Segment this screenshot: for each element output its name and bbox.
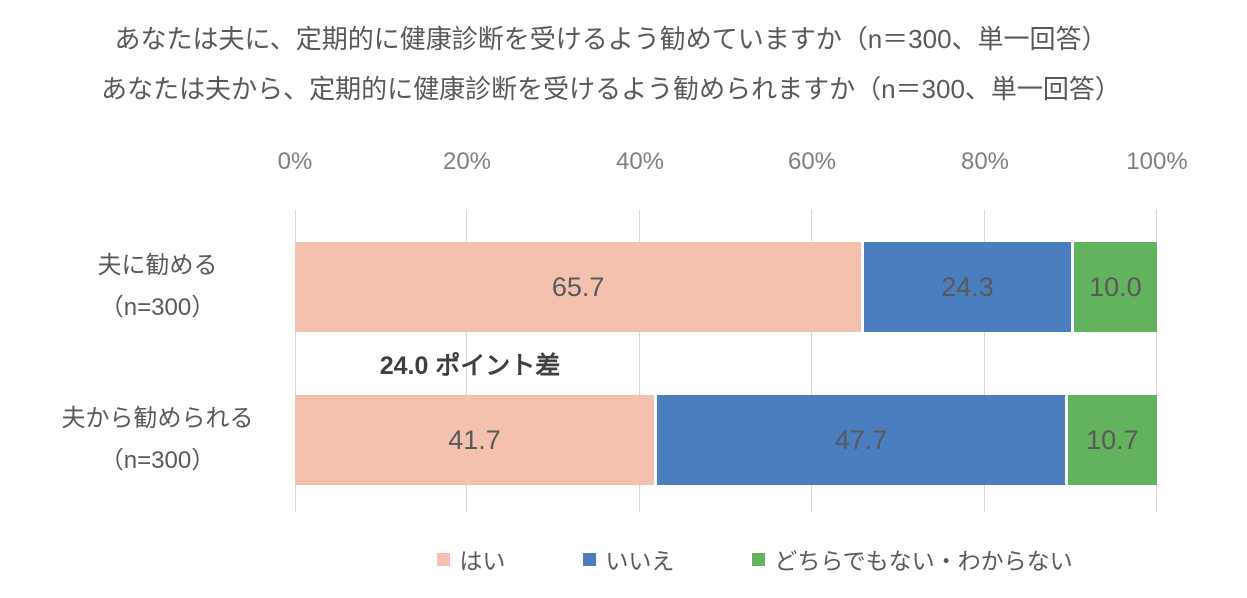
legend-label-no: いいえ [605, 548, 675, 574]
legend-item-neither: どちらでもない・わからない [752, 542, 1073, 576]
bar-value-label: 47.7 [834, 424, 888, 455]
x-axis-tick-60: 60% [787, 148, 837, 175]
chart-title-line2: あなたは夫から、定期的に健康診断を受けるよう勧められますか（n＝300、単一回答… [101, 74, 1121, 104]
gridline [983, 210, 985, 512]
x-axis-tick-20: 20% [442, 148, 492, 175]
bar-value-label: 65.7 [551, 271, 605, 302]
plot-area: 65.7 24.3 10.0 24.0 ポイント差 41.7 47.7 10.7 [295, 210, 1157, 512]
bar-row-recommended-by-husband: 41.7 47.7 10.7 [295, 395, 1157, 485]
gridline [811, 210, 813, 512]
x-axis-tick-100: 100% [1126, 148, 1188, 175]
x-axis-tick-0: 0% [277, 148, 313, 175]
bar-row-recommend-to-husband: 65.7 24.3 10.0 [295, 242, 1157, 332]
legend-item-no: いいえ [583, 542, 674, 576]
gridline [466, 210, 468, 512]
legend-item-yes: はい [437, 542, 505, 576]
bar-segment-neither: 10.0 [1070, 242, 1157, 332]
legend-swatch-yes [437, 552, 451, 566]
bar-value-label: 24.3 [941, 271, 994, 302]
category-label-recommend-to-husband: 夫に勧める （n=300） [35, 242, 280, 332]
category-label-line2: （n=300） [99, 447, 216, 474]
chart-title-line1: あなたは夫に、定期的に健康診断を受けるよう勧めていますか（n＝300、単一回答） [114, 24, 1108, 54]
bar-segment-no: 47.7 [654, 395, 1065, 485]
legend-label-yes: はい [459, 548, 506, 574]
bar-value-label: 10.0 [1089, 271, 1142, 302]
bar-value-label: 10.7 [1086, 424, 1139, 455]
bar-segment-no: 24.3 [861, 242, 1071, 332]
x-axis-tick-40: 40% [615, 148, 665, 175]
bar-segment-neither: 10.7 [1064, 395, 1157, 485]
bar-value-label: 41.7 [448, 424, 501, 455]
chart-title: あなたは夫に、定期的に健康診断を受けるよう勧めていますか（n＝300、単一回答）… [20, 14, 1202, 114]
bar-segment-yes: 65.7 [295, 242, 862, 332]
bar-segment-yes: 41.7 [295, 395, 655, 485]
legend: はい いいえ どちらでもない・わからない [255, 542, 1247, 576]
category-label-recommended-by-husband: 夫から勧められる （n=300） [35, 395, 280, 485]
legend-label-neither: どちらでもない・わからない [774, 548, 1073, 574]
legend-swatch-neither [752, 552, 766, 566]
x-axis-tick-80: 80% [960, 148, 1010, 175]
point-difference-annotation: 24.0 ポイント差 [379, 351, 561, 380]
category-label-line1: 夫から勧められる [61, 405, 254, 432]
legend-swatch-no [583, 552, 597, 566]
gridline [295, 210, 296, 512]
gridline [1156, 210, 1157, 512]
category-label-line1: 夫に勧める [97, 252, 218, 279]
gridline [638, 210, 640, 512]
category-label-line2: （n=300） [99, 294, 216, 321]
